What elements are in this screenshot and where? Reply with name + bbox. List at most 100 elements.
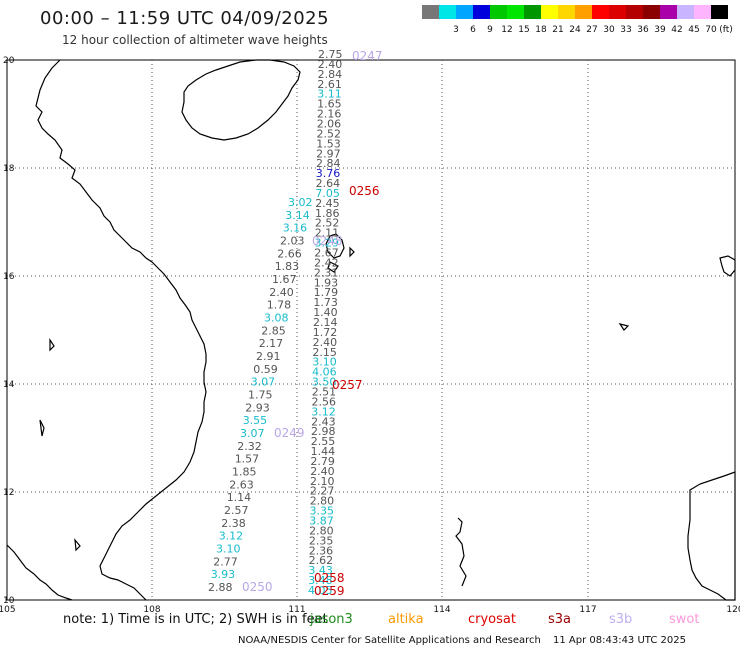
wave-height-value: 2.80 xyxy=(309,524,334,537)
pass-label: 0256 xyxy=(349,184,380,198)
wave-height-value: 2.11 xyxy=(315,227,340,240)
scale-swatch xyxy=(541,5,558,19)
wave-height-value: 2.10 xyxy=(310,475,335,488)
scale-swatch xyxy=(422,5,439,19)
coastline xyxy=(6,59,736,601)
wave-height-value: 2.35 xyxy=(309,534,334,547)
wave-height-value: 4.05 xyxy=(308,584,333,597)
wave-height-value: 2.52 xyxy=(315,217,340,230)
pass-label: 0259 xyxy=(314,584,345,598)
wave-height-value: 3.07 xyxy=(251,376,276,389)
wave-height-value: 2.80 xyxy=(310,495,335,508)
wave-height-value: 2.64 xyxy=(316,177,341,190)
graticule xyxy=(7,60,735,600)
scale-unit: (ft) xyxy=(719,25,733,35)
wave-height-value: 3.12 xyxy=(219,530,244,543)
map-title: 00:00 – 11:59 UTC 04/09/2025 xyxy=(40,8,330,29)
wave-height-value: 2.85 xyxy=(261,324,286,337)
wave-height-value: 2.88 xyxy=(208,581,233,594)
wave-height-value: 4.06 xyxy=(312,366,337,379)
satellite-legend-item: s3b xyxy=(609,612,633,627)
scale-swatch xyxy=(558,5,575,19)
wave-height-value: 3.35 xyxy=(310,505,335,518)
scale-label: 9 xyxy=(487,25,493,35)
scale-swatch xyxy=(626,5,643,19)
lat-tick-label: 14 xyxy=(3,380,15,390)
wave-height-value: 3.02 xyxy=(288,196,313,209)
wave-height-value: 2.03 xyxy=(280,235,305,248)
lat-tick-label: 20 xyxy=(3,56,15,66)
scale-swatch xyxy=(711,5,728,19)
wave-height-value: 2.98 xyxy=(311,425,336,438)
wave-height-value: 3.87 xyxy=(309,515,334,528)
wave-height-value: 1.14 xyxy=(227,491,252,504)
wave-height-value: 2.79 xyxy=(310,455,335,468)
wave-height-value: 2.63 xyxy=(229,478,254,491)
wave-height-value: 3.50 xyxy=(312,376,337,389)
wave-height-value: 2.42 xyxy=(314,256,339,269)
wave-height-value: 2.17 xyxy=(259,337,284,350)
scale-label: 30 xyxy=(603,25,615,35)
wave-height-value: 1.75 xyxy=(248,389,273,402)
wave-height-value: 3.10 xyxy=(216,543,241,556)
scale-swatch xyxy=(490,5,507,19)
wave-height-value: 2.40 xyxy=(269,286,294,299)
wave-height-value: 2.16 xyxy=(317,108,342,121)
generated-timestamp: 11 Apr 08:43:43 UTC 2025 xyxy=(553,635,686,646)
lat-tick-label: 10 xyxy=(3,596,15,606)
wave-height-value: 3.08 xyxy=(264,312,289,325)
wave-height-value: 2.62 xyxy=(309,554,334,567)
wave-height-value: 1.85 xyxy=(232,466,257,479)
lon-tick-label: 108 xyxy=(143,605,160,615)
lon-tick-label: 120 xyxy=(726,605,740,615)
wave-height-value: 3.43 xyxy=(308,564,333,577)
wave-height-value: 1.53 xyxy=(316,137,341,150)
scale-swatch xyxy=(456,5,473,19)
scale-swatch xyxy=(592,5,609,19)
wave-height-value: 2.27 xyxy=(310,485,335,498)
map-subtitle: 12 hour collection of altimeter wave hei… xyxy=(62,33,328,47)
wave-height-value: 3.07 xyxy=(240,427,265,440)
wave-height-value: 3.11 xyxy=(317,88,342,101)
wave-height-value: 2.84 xyxy=(316,157,341,170)
scale-swatch xyxy=(660,5,677,19)
scale-label: 18 xyxy=(535,25,547,35)
wave-height-value: 2.67 xyxy=(314,247,339,260)
wave-height-value: 1.78 xyxy=(267,299,292,312)
map-frame xyxy=(6,59,736,601)
wave-height-value: 3.29 xyxy=(315,237,340,250)
lon-tick-label: 117 xyxy=(579,605,596,615)
wave-height-value: 2.51 xyxy=(312,386,337,399)
wave-height-value: 2.31 xyxy=(314,266,339,279)
axis-labels: 105 108 111 114 117 120 20 18 16 14 12 10 xyxy=(0,56,740,615)
scale-swatch xyxy=(643,5,660,19)
wave-height-value: 3.48 xyxy=(308,574,333,587)
wave-height-value: 2.84 xyxy=(318,68,343,81)
lat-tick-label: 16 xyxy=(3,272,15,282)
scale-label: 24 xyxy=(569,25,581,35)
lon-tick-label: 105 xyxy=(0,605,16,615)
scale-swatch xyxy=(609,5,626,19)
wave-height-value: 7.05 xyxy=(315,187,340,200)
wave-height-value: 3.14 xyxy=(285,209,310,222)
pass-label: 0258 xyxy=(314,571,345,585)
lon-tick-label: 114 xyxy=(433,605,450,615)
lat-tick-label: 12 xyxy=(3,488,14,498)
wave-height-value: 2.40 xyxy=(313,336,338,349)
credit-line: NOAA/NESDIS Center for Satellite Applica… xyxy=(238,635,541,646)
scale-label: 6 xyxy=(470,25,476,35)
satellite-tracks: 2.752.402.842.613.111.652.162.062.521.53… xyxy=(208,48,343,597)
wave-height-value: 2.15 xyxy=(312,346,337,359)
wave-height-value: 3.76 xyxy=(316,167,341,180)
wave-height-value: 2.75 xyxy=(318,48,343,61)
scale-label: 27 xyxy=(586,25,598,35)
satellite-legend-item: cryosat xyxy=(468,612,516,627)
wave-height-value: 2.97 xyxy=(316,147,341,160)
wave-height-value: 1.73 xyxy=(313,296,338,309)
scale-swatch xyxy=(694,5,711,19)
wave-height-value: 2.14 xyxy=(313,316,338,329)
scale-swatch xyxy=(473,5,490,19)
wave-height-value: 2.32 xyxy=(237,440,261,453)
wave-height-value: 2.55 xyxy=(311,435,336,448)
